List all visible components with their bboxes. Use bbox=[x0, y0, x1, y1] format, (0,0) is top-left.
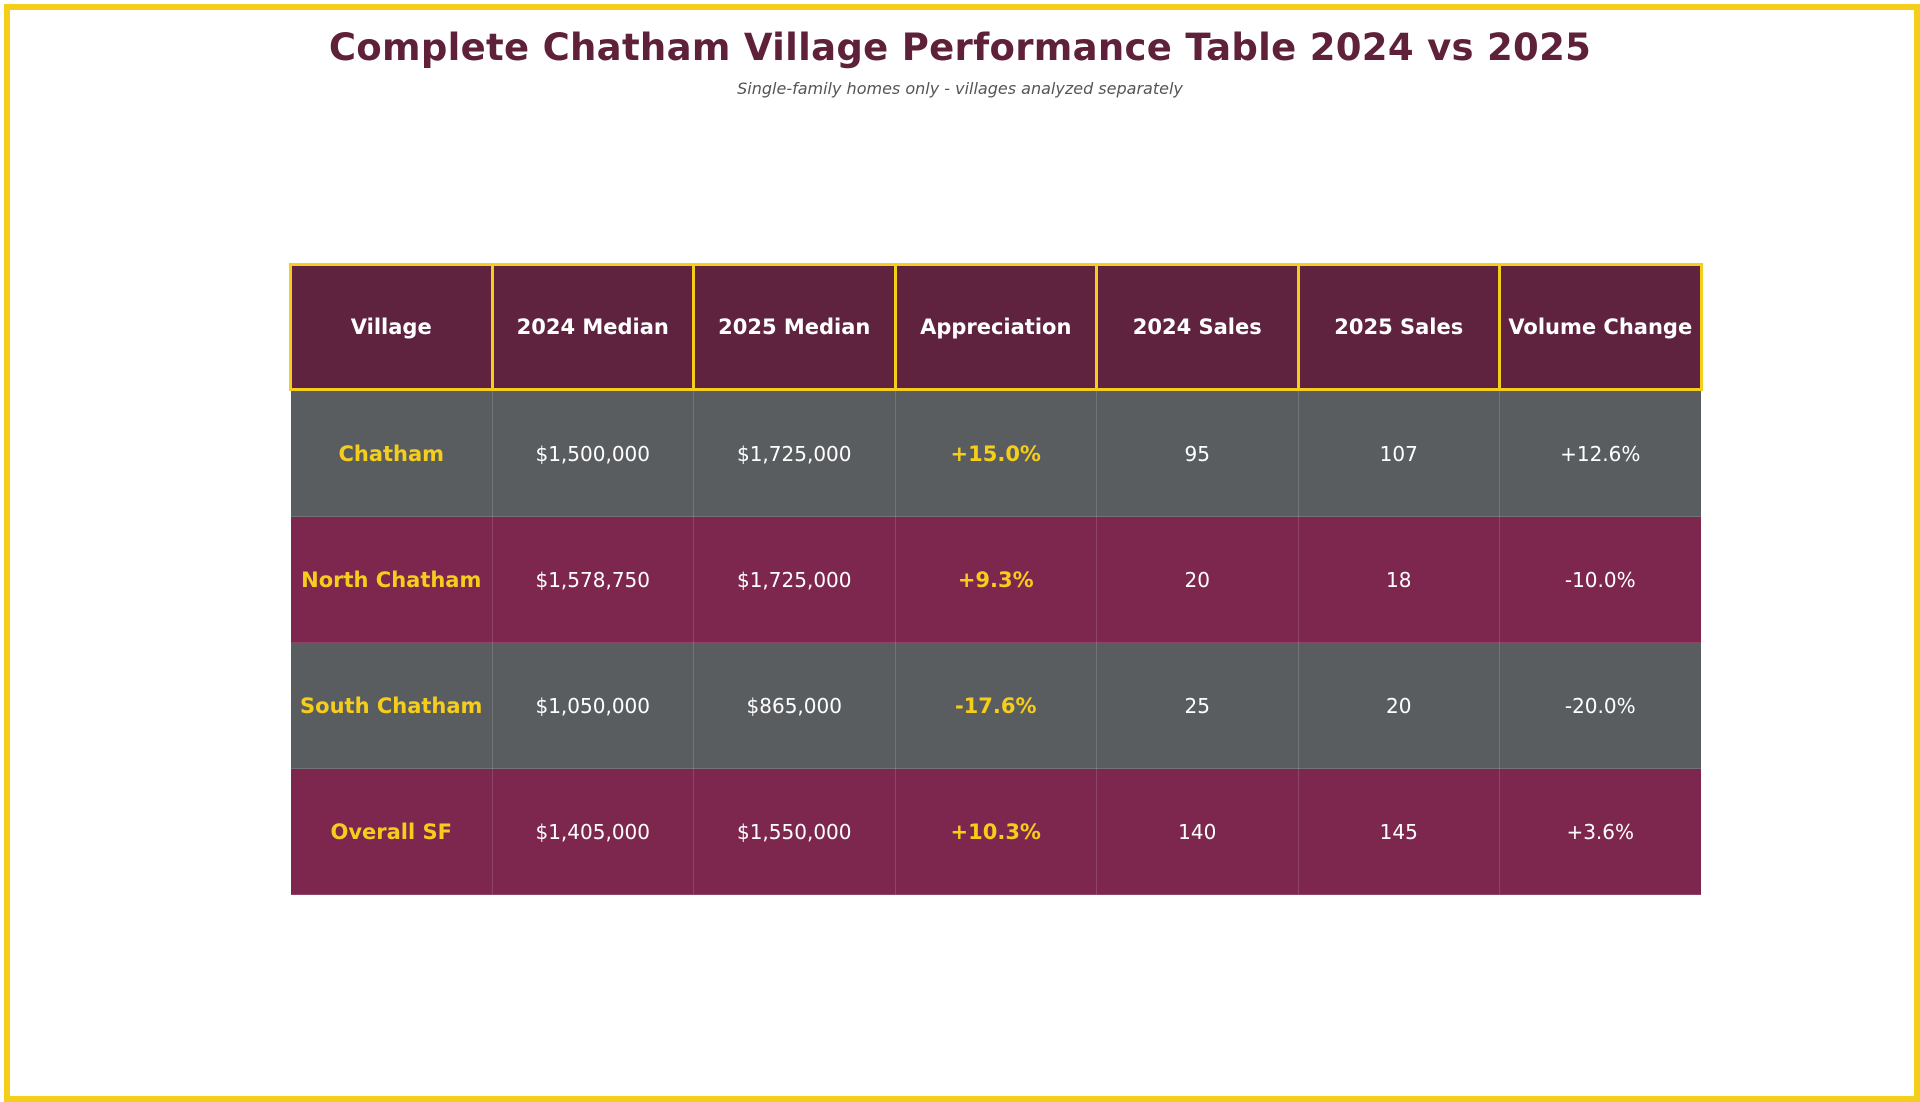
sales-2025-cell: 145 bbox=[1297, 768, 1500, 895]
column-header-2024-sales: 2024 Sales bbox=[1095, 263, 1300, 391]
median-2024-cell: $1,578,750 bbox=[491, 516, 694, 643]
performance-table: Village 2024 Median 2025 Median Apprecia… bbox=[289, 263, 1703, 895]
sales-2024-cell: 20 bbox=[1096, 516, 1299, 643]
table-row: Chatham $1,500,000 $1,725,000 +15.0% 95 … bbox=[290, 389, 1702, 517]
column-header-appreciation: Appreciation bbox=[893, 263, 1098, 391]
village-cell: North Chatham bbox=[290, 516, 493, 643]
page-border bbox=[4, 4, 1920, 1102]
volume-change-cell: +12.6% bbox=[1499, 389, 1702, 517]
appreciation-cell: +9.3% bbox=[894, 516, 1097, 643]
median-2025-cell: $1,725,000 bbox=[693, 516, 896, 643]
sales-2025-cell: 107 bbox=[1297, 389, 1500, 517]
median-2024-cell: $1,050,000 bbox=[491, 642, 694, 769]
performance-table-container: Village 2024 Median 2025 Median Apprecia… bbox=[289, 263, 1703, 895]
appreciation-cell: +10.3% bbox=[894, 768, 1097, 895]
median-2025-cell: $1,725,000 bbox=[693, 389, 896, 517]
sales-2024-cell: 95 bbox=[1096, 389, 1299, 517]
table-row: Overall SF $1,405,000 $1,550,000 +10.3% … bbox=[290, 768, 1702, 895]
village-cell: Chatham bbox=[290, 389, 493, 517]
column-header-village: Village bbox=[289, 263, 494, 391]
table-row: South Chatham $1,050,000 $865,000 -17.6%… bbox=[290, 642, 1702, 769]
page-title: Complete Chatham Village Performance Tab… bbox=[328, 26, 1592, 69]
volume-change-cell: -20.0% bbox=[1499, 642, 1702, 769]
sales-2024-cell: 140 bbox=[1096, 768, 1299, 895]
village-cell: South Chatham bbox=[290, 642, 493, 769]
median-2024-cell: $1,405,000 bbox=[491, 768, 694, 895]
page-subtitle: Single-family homes only - villages anal… bbox=[737, 79, 1183, 98]
appreciation-cell: +15.0% bbox=[894, 389, 1097, 517]
table-row: North Chatham $1,578,750 $1,725,000 +9.3… bbox=[290, 516, 1702, 643]
village-cell: Overall SF bbox=[290, 768, 493, 895]
volume-change-cell: +3.6% bbox=[1499, 768, 1702, 895]
median-2025-cell: $1,550,000 bbox=[693, 768, 896, 895]
sales-2025-cell: 20 bbox=[1297, 642, 1500, 769]
column-header-2024-median: 2024 Median bbox=[490, 263, 695, 391]
volume-change-cell: -10.0% bbox=[1499, 516, 1702, 643]
column-header-2025-sales: 2025 Sales bbox=[1296, 263, 1501, 391]
appreciation-cell: -17.6% bbox=[894, 642, 1097, 769]
median-2024-cell: $1,500,000 bbox=[491, 389, 694, 517]
sales-2025-cell: 18 bbox=[1297, 516, 1500, 643]
table-header-row: Village 2024 Median 2025 Median Apprecia… bbox=[289, 263, 1703, 391]
sales-2024-cell: 25 bbox=[1096, 642, 1299, 769]
median-2025-cell: $865,000 bbox=[693, 642, 896, 769]
column-header-volume-change: Volume Change bbox=[1498, 263, 1703, 391]
column-header-2025-median: 2025 Median bbox=[692, 263, 897, 391]
